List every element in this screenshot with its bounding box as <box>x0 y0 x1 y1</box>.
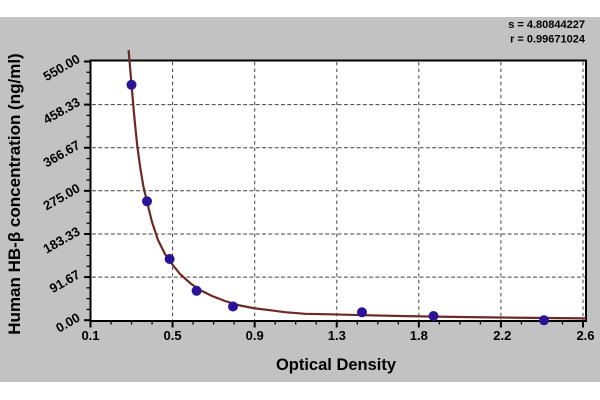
svg-text:1.3: 1.3 <box>328 328 346 343</box>
svg-text:r = 0.99671024: r = 0.99671024 <box>510 34 586 46</box>
svg-text:s = 4.80844227: s = 4.80844227 <box>508 19 585 31</box>
svg-text:Optical Density: Optical Density <box>276 356 397 374</box>
svg-text:0.1: 0.1 <box>81 328 99 343</box>
svg-text:Human HB-β concentration (ng/m: Human HB-β concentration (ng/ml) <box>5 53 24 334</box>
svg-text:0.5: 0.5 <box>164 328 182 343</box>
svg-text:2.2: 2.2 <box>493 328 511 343</box>
svg-text:2.6: 2.6 <box>576 328 594 343</box>
svg-text:1.8: 1.8 <box>410 328 428 343</box>
svg-text:0.9: 0.9 <box>246 328 264 343</box>
